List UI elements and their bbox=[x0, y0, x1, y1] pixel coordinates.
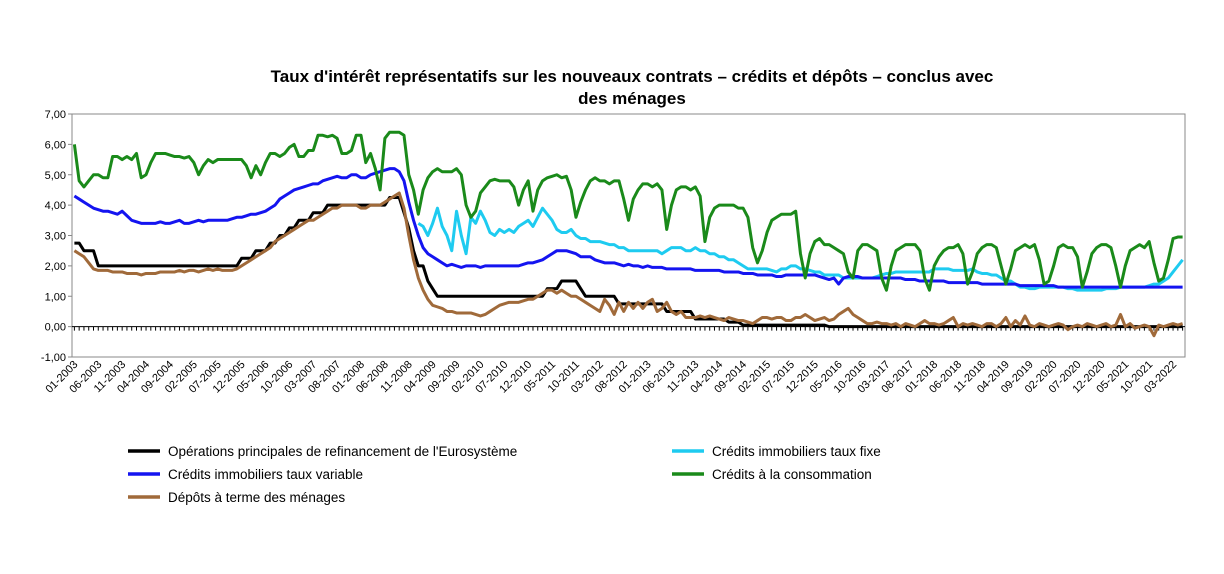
chart-title: Taux d'intérêt représentatifs sur les no… bbox=[271, 67, 994, 86]
legend-label: Crédits immobiliers taux fixe bbox=[712, 444, 881, 459]
y-tick-label: -1,00 bbox=[41, 352, 66, 364]
series-line bbox=[73, 167, 1183, 289]
y-tick-label: 1,00 bbox=[45, 291, 66, 303]
legend-label: Crédits à la consommation bbox=[712, 467, 872, 482]
chart-title: des ménages bbox=[578, 89, 686, 108]
y-tick-label: 4,00 bbox=[45, 200, 66, 212]
y-tick-label: 0,00 bbox=[45, 322, 66, 334]
y-tick-label: 7,00 bbox=[45, 109, 66, 121]
series-line bbox=[72, 130, 1183, 292]
series-line bbox=[73, 191, 1184, 338]
legend-label: Opérations principales de refinancement … bbox=[168, 444, 517, 459]
y-tick-label: 6,00 bbox=[45, 139, 66, 151]
y-tick-label: 3,00 bbox=[45, 231, 66, 243]
y-tick-label: 2,00 bbox=[45, 261, 66, 273]
legend-label: Crédits immobiliers taux variable bbox=[168, 467, 363, 482]
legend-label: Dépôts à terme des ménages bbox=[168, 490, 345, 505]
y-tick-label: 5,00 bbox=[45, 170, 66, 182]
